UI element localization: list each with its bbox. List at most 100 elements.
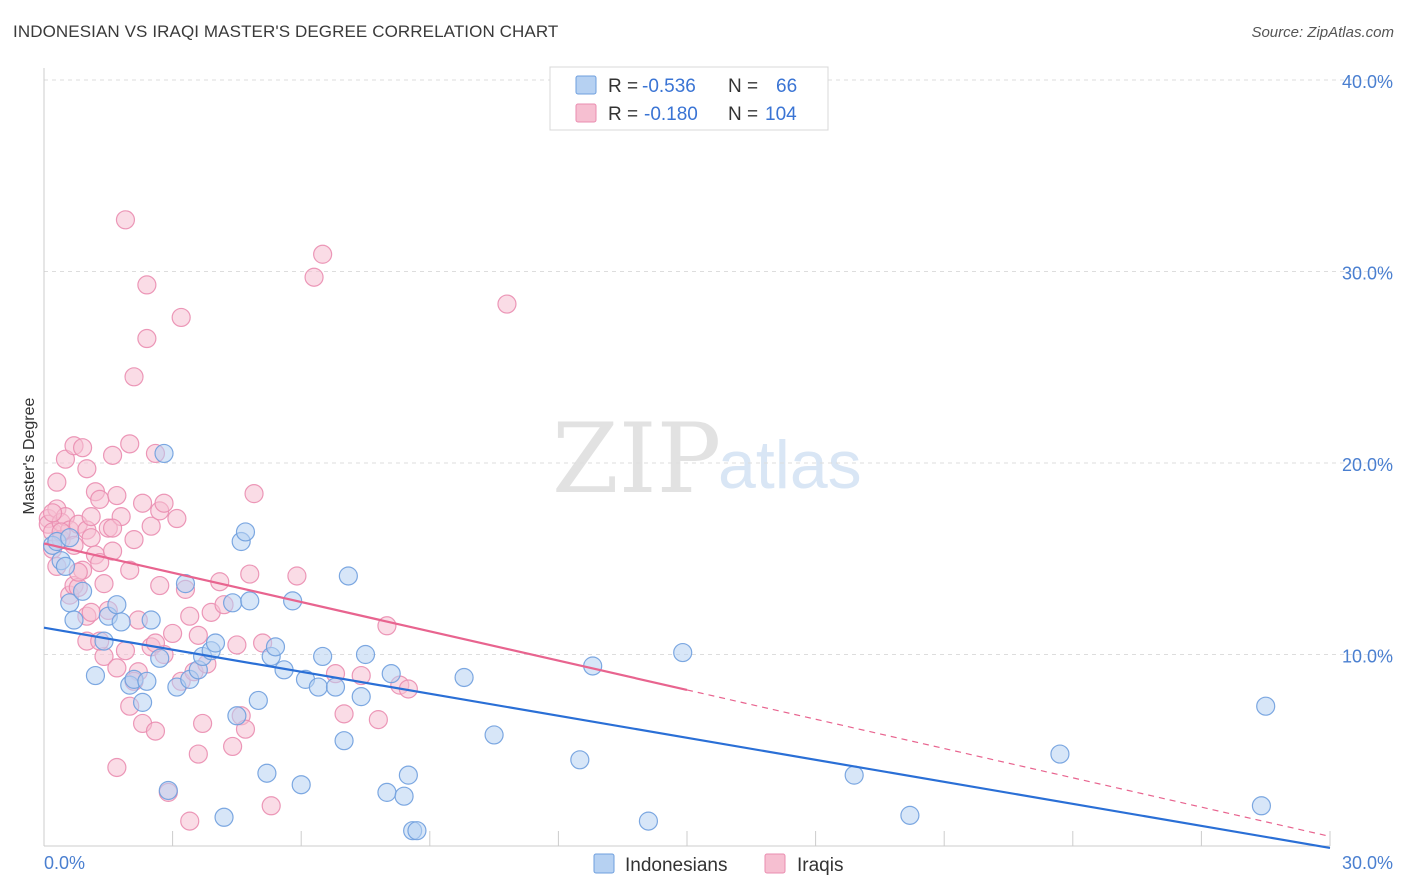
indonesians-point-33 bbox=[248, 690, 268, 711]
indonesians-point-18 bbox=[154, 443, 174, 464]
correlation-legend: R = -0.536 N = 66 R = -0.180 N = 104 bbox=[549, 66, 829, 131]
iraqis-point-96 bbox=[120, 434, 140, 454]
indonesians-point-6 bbox=[72, 581, 93, 601]
legend-r-value-1: -0.180 bbox=[644, 104, 698, 125]
iraqis-point-36 bbox=[107, 658, 127, 678]
indonesians-point-42 bbox=[313, 646, 333, 667]
indonesians-point-10 bbox=[107, 595, 127, 615]
iraqis-point-60 bbox=[163, 623, 183, 644]
iraqis-point-83 bbox=[304, 267, 324, 287]
indonesians-point-53 bbox=[407, 821, 427, 841]
y-tick-label-3: 40.0% bbox=[1342, 72, 1393, 92]
indonesians-point-31 bbox=[235, 522, 256, 542]
watermark-atlas: atlas bbox=[718, 427, 862, 503]
iraqis-point-29 bbox=[94, 574, 114, 594]
indonesians-point-47 bbox=[355, 644, 376, 665]
iraqis-point-77 bbox=[235, 719, 256, 739]
indonesians-point-26 bbox=[205, 633, 226, 653]
indonesians-point-60 bbox=[844, 765, 864, 785]
indonesians-point-63 bbox=[1256, 696, 1276, 716]
iraqis-point-100 bbox=[102, 518, 123, 538]
indonesians-point-43 bbox=[325, 677, 346, 697]
indonesians-point-3 bbox=[55, 556, 76, 577]
iraqis-points bbox=[38, 210, 517, 831]
x-tick-label-0: 0.0% bbox=[44, 853, 85, 873]
legend-n-label-0: N = bbox=[728, 76, 758, 97]
indonesians-point-46 bbox=[351, 687, 371, 707]
legend-n-value-0: 66 bbox=[776, 76, 797, 97]
legend-swatch-iraqis bbox=[575, 103, 597, 123]
indonesians-point-59 bbox=[673, 642, 693, 663]
iraqis-point-41 bbox=[120, 560, 140, 580]
iraqis-point-50 bbox=[137, 328, 157, 349]
watermark-zip: ZIP bbox=[552, 403, 721, 515]
indonesians-point-55 bbox=[484, 725, 504, 745]
legend-r-value-0: -0.536 bbox=[642, 76, 696, 97]
series-legend-swatch-iraqis bbox=[764, 853, 786, 874]
iraqis-trend-line-extension bbox=[686, 689, 1331, 838]
indonesians-point-28 bbox=[223, 593, 243, 613]
trend-lines bbox=[43, 542, 1331, 849]
indonesians-point-7 bbox=[85, 665, 106, 686]
series-legend-swatch-indonesians bbox=[593, 853, 615, 874]
indonesians-point-19 bbox=[158, 780, 178, 801]
y-tick-label-2: 30.0% bbox=[1342, 264, 1393, 284]
legend-swatch-indonesians bbox=[575, 75, 597, 95]
iraqis-point-21 bbox=[77, 459, 97, 479]
indonesians-points bbox=[42, 443, 1276, 841]
indonesians-point-27 bbox=[214, 807, 234, 827]
iraqis-point-87 bbox=[351, 665, 371, 686]
indonesians-point-15 bbox=[137, 671, 157, 691]
iraqis-point-94 bbox=[72, 438, 93, 458]
iraqis-point-84 bbox=[313, 244, 333, 264]
chart-title: INDONESIAN VS IRAQI MASTER'S DEGREE CORR… bbox=[13, 22, 559, 41]
iraqis-point-74 bbox=[223, 736, 243, 757]
indonesians-point-49 bbox=[381, 664, 401, 684]
iraqis-point-81 bbox=[261, 796, 281, 816]
indonesians-point-65 bbox=[60, 528, 80, 548]
y-tick-label-1: 20.0% bbox=[1342, 455, 1393, 475]
indonesians-point-45 bbox=[338, 566, 358, 586]
iraqis-point-57 bbox=[154, 493, 174, 513]
indonesians-point-61 bbox=[900, 805, 920, 825]
indonesians-point-5 bbox=[64, 610, 84, 630]
indonesians-point-41 bbox=[308, 677, 328, 697]
indonesians-point-39 bbox=[291, 775, 311, 795]
iraqis-point-48 bbox=[132, 493, 153, 513]
tick-labels: 10.0% 20.0% 30.0% 40.0% 0.0% 30.0% bbox=[44, 72, 1393, 873]
iraqis-point-88 bbox=[368, 710, 388, 730]
iraqis-point-49 bbox=[137, 275, 157, 295]
iraqis-point-67 bbox=[188, 625, 208, 645]
indonesians-trend-line bbox=[43, 626, 1331, 849]
legend-r-label-0: R = bbox=[608, 76, 638, 97]
iraqis-point-24 bbox=[81, 528, 101, 548]
series-legend: Indonesians Iraqis bbox=[593, 853, 843, 876]
iraqis-point-56 bbox=[150, 575, 170, 596]
legend-n-label-1: N = bbox=[728, 104, 758, 125]
indonesians-point-54 bbox=[454, 667, 474, 688]
iraqis-point-82 bbox=[287, 566, 307, 586]
iraqis-point-68 bbox=[188, 744, 208, 764]
iraqis-point-86 bbox=[334, 704, 354, 724]
iraqis-point-40 bbox=[115, 641, 136, 661]
iraqis-point-28 bbox=[90, 489, 110, 509]
iraqis-point-75 bbox=[227, 635, 247, 655]
indonesians-point-8 bbox=[94, 631, 114, 651]
indonesians-point-62 bbox=[1050, 744, 1070, 764]
iraqis-point-33 bbox=[102, 445, 123, 465]
indonesians-point-50 bbox=[394, 786, 414, 806]
iraqis-point-61 bbox=[167, 508, 187, 529]
iraqis-point-43 bbox=[124, 367, 144, 387]
indonesians-point-36 bbox=[265, 637, 286, 657]
series-legend-iraqis: Iraqis bbox=[797, 855, 843, 876]
iraqis-trend-line bbox=[43, 542, 688, 692]
iraqis-point-54 bbox=[145, 721, 166, 741]
indonesians-point-32 bbox=[240, 591, 260, 611]
iraqis-point-92 bbox=[497, 294, 517, 314]
iraqis-point-95 bbox=[81, 602, 101, 622]
iraqis-point-64 bbox=[180, 811, 200, 831]
indonesians-point-44 bbox=[334, 731, 354, 751]
indonesians-point-58 bbox=[638, 811, 659, 831]
indonesians-point-29 bbox=[227, 706, 247, 726]
axes bbox=[43, 68, 1331, 847]
